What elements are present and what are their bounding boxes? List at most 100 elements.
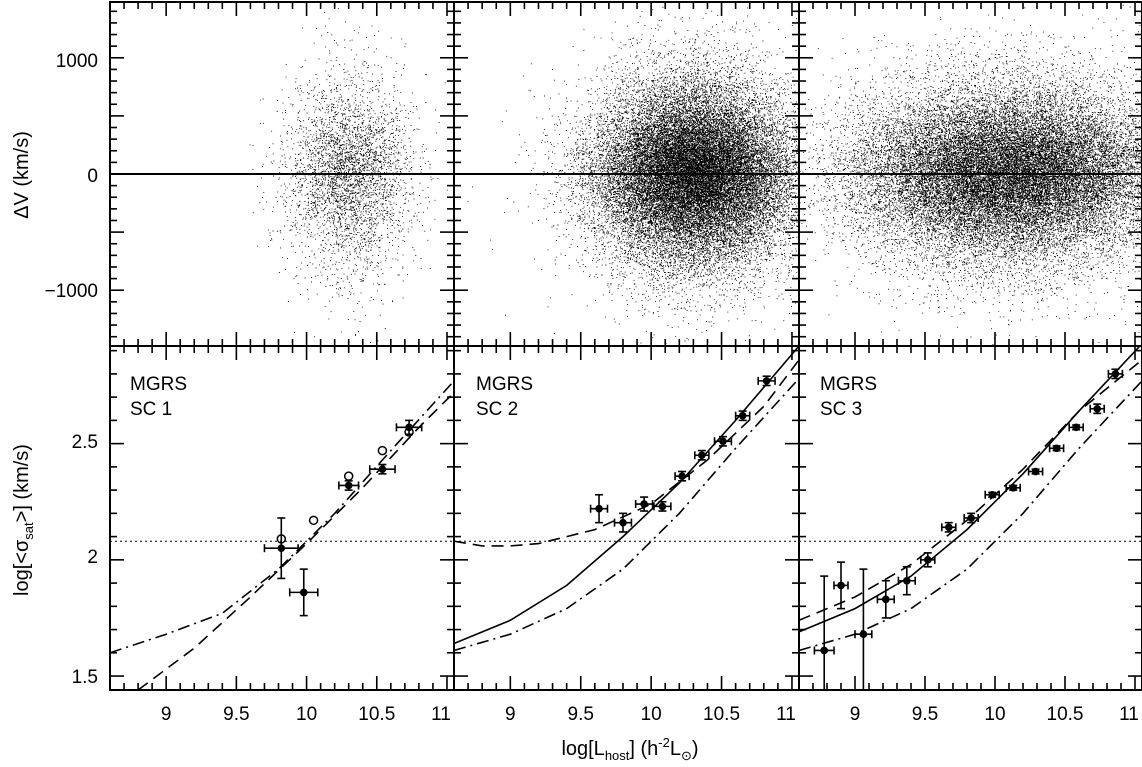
marker	[640, 500, 648, 508]
marker	[1031, 467, 1040, 476]
marker	[344, 481, 353, 490]
x-tick-label: 9	[505, 704, 516, 725]
data-point-filled	[897, 566, 917, 596]
panel-label-1-line1: MGRS	[130, 374, 187, 395]
data-point-filled	[713, 435, 733, 447]
marker	[924, 556, 932, 564]
marker	[738, 411, 747, 420]
marker	[837, 581, 845, 590]
model-line-dashdot	[454, 377, 799, 652]
ylabel-post: >] (km/s)	[11, 444, 33, 522]
marker	[658, 502, 667, 511]
model-line-dashed	[799, 359, 1142, 622]
x-tick-label: 9	[161, 704, 172, 725]
bottom-y-tick-label: 2.5	[72, 432, 98, 453]
x-tick-label: 10.5	[358, 704, 395, 725]
data-point-filled	[674, 470, 690, 482]
data-point-filled	[919, 552, 936, 568]
panel-top-1	[109, 1, 455, 347]
panel-label-3-line1: MGRS	[820, 374, 877, 395]
panel-bottom-1	[109, 345, 455, 691]
panel-frame	[798, 345, 1142, 691]
panel-label-1-line2: SC 1	[130, 399, 172, 420]
data-point-filled	[1048, 444, 1065, 453]
xlabel-unit: L	[670, 738, 681, 760]
data-point-open	[343, 471, 354, 481]
marker	[882, 595, 890, 604]
data-point-open	[308, 515, 319, 526]
marker	[1111, 370, 1120, 378]
marker	[619, 518, 627, 527]
data-point-filled	[1107, 368, 1124, 380]
x-tick-label: 10	[296, 704, 317, 725]
data-point-filled	[1089, 403, 1105, 415]
data-point-filled	[653, 500, 672, 512]
data-point-filled	[589, 493, 609, 524]
marker	[595, 504, 603, 513]
data-point-filled	[940, 521, 957, 533]
marker	[762, 377, 771, 385]
x-tick-label: 9.5	[568, 704, 594, 725]
x-tick-label: 11	[776, 704, 796, 725]
top-y-axis-label: ΔV (km/s)	[11, 131, 33, 219]
data-point-filled	[395, 419, 423, 436]
x-tick-label: 10	[984, 704, 1005, 725]
marker	[1052, 444, 1061, 453]
model-line-solid	[454, 346, 799, 645]
model-line-dashdot	[110, 380, 454, 654]
x-tick-label: 10.5	[703, 704, 740, 725]
marker	[277, 544, 286, 553]
xlabel-pre: log[L	[561, 738, 604, 760]
marker	[678, 472, 686, 480]
xlabel-sup: -2	[658, 735, 670, 750]
marker	[405, 423, 413, 432]
panel-bottom-2	[453, 345, 800, 691]
data-point-filled	[338, 480, 360, 491]
panel-label-2-line1: MGRS	[476, 374, 533, 395]
data-point-filled	[263, 517, 299, 580]
panel-label-2-line2: SC 2	[476, 399, 518, 420]
bottom-y-tick-label: 2	[87, 547, 98, 568]
marker	[903, 576, 911, 585]
data-point-filled	[833, 561, 849, 610]
panel-bottom-3	[798, 345, 1142, 691]
data-point-filled	[634, 496, 654, 512]
marker	[859, 630, 868, 639]
marker	[820, 646, 828, 655]
data-point-filled	[854, 568, 873, 690]
model-line-dashed	[454, 359, 799, 547]
data-point-filled	[734, 410, 751, 422]
x-axis-label: log[Lhost] (h-2L⊙)	[561, 735, 698, 763]
data-point-filled	[613, 512, 633, 533]
data-point-filled	[368, 463, 396, 475]
data-point-filled	[288, 568, 319, 617]
ylabel-pre: log[<σ	[11, 539, 33, 596]
data-point-filled	[693, 449, 710, 461]
x-tick-label: 9.5	[223, 704, 249, 725]
x-tick-label: 9	[850, 704, 861, 725]
panel-top-3	[798, 1, 1142, 347]
xlabel-post: )	[692, 738, 699, 760]
data-point-filled	[813, 575, 835, 690]
marker	[698, 451, 706, 460]
bottom-y-axis-label: log[<σsat>] (km/s)	[11, 444, 36, 596]
data-point-filled	[876, 579, 896, 619]
x-tick-label: 11	[431, 704, 451, 725]
marker	[1072, 423, 1080, 432]
velocity-scatter-cloud	[249, 7, 448, 343]
top-y-tick-label: −1000	[45, 281, 98, 302]
marker	[967, 514, 975, 522]
data-point-filled	[1027, 467, 1044, 476]
marker	[1093, 404, 1101, 413]
marker	[1009, 483, 1017, 492]
marker	[378, 465, 387, 473]
x-tick-label: 10.5	[1047, 704, 1084, 725]
velocity-scatter-cloud	[467, 6, 799, 345]
marker	[945, 523, 953, 532]
marker	[719, 437, 727, 446]
data-point-filled	[757, 375, 776, 387]
panel-frame	[453, 345, 800, 691]
velocity-scatter-cloud	[799, 4, 1142, 346]
bottom-y-tick-label: 1.5	[72, 667, 98, 688]
